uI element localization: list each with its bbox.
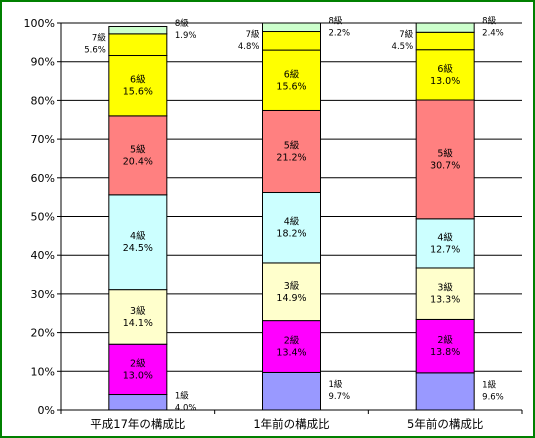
bar-segment — [415, 31, 475, 51]
y-tick-label: 0% — [38, 404, 55, 417]
segment-name-label: 3級 — [437, 282, 453, 294]
segment-value-label: 30.7% — [430, 160, 460, 171]
y-tick-label: 40% — [31, 249, 55, 262]
segment-name-label: 5級 — [284, 139, 300, 151]
segment-name-label: 6級 — [284, 68, 300, 80]
segment-name-label: 1級 — [329, 379, 343, 390]
y-tick-label: 90% — [31, 56, 55, 69]
bar-segment — [108, 25, 168, 35]
bar-segment — [415, 318, 475, 374]
bar-segment — [108, 33, 168, 57]
segment-name-label: 1級 — [482, 379, 496, 390]
y-tick-label: 50% — [31, 211, 55, 224]
segment-name-label: 7級 — [399, 29, 413, 40]
segment-value-label: 13.0% — [430, 76, 460, 87]
segment-name-label: 2級 — [437, 334, 453, 346]
bar-segment — [262, 371, 321, 411]
bar-segment — [108, 115, 168, 196]
segment-value-label: 13.8% — [430, 347, 460, 358]
axes: 0% 10% 20% 30% 40% 50% 60% 70% 80% 90% 100% — [24, 17, 523, 417]
bar-segment — [108, 194, 168, 291]
segment-value-label: 20.4% — [123, 156, 153, 167]
segment-value-label: 12.7% — [430, 244, 460, 255]
bar-segment — [108, 289, 168, 345]
segment-name-label: 3級 — [130, 305, 146, 317]
bar-segment — [262, 109, 321, 194]
segment-name-label: 4級 — [284, 216, 300, 228]
segment-value-label: 4.0% — [175, 403, 197, 413]
bar-segment — [262, 49, 321, 111]
bar-segment — [415, 49, 475, 101]
segment-name-label: 6級 — [437, 63, 453, 75]
segment-name-label: 7級 — [246, 29, 260, 40]
segment-name-label: 6級 — [130, 74, 146, 86]
segment-value-label: 9.7% — [329, 392, 351, 402]
segment-name-label: 4級 — [437, 231, 453, 243]
segment-name-label: 2級 — [284, 335, 300, 347]
bar-segment — [108, 55, 168, 117]
segment-name-label: 8級 — [175, 18, 189, 29]
segment-name-label: 3級 — [284, 280, 300, 292]
y-tick-label: 30% — [31, 288, 55, 301]
y-tick-label: 10% — [31, 365, 55, 378]
bar-segment — [262, 192, 321, 264]
segment-name-label: 7級 — [92, 33, 106, 44]
bars — [108, 22, 475, 411]
segment-value-label: 9.6% — [482, 392, 504, 402]
bar-segment — [262, 22, 321, 33]
segment-value-label: 15.6% — [276, 81, 306, 92]
segment-name-label: 4級 — [130, 230, 146, 242]
bar-segment — [262, 320, 321, 373]
bar-segment — [262, 31, 321, 51]
segment-value-label: 2.4% — [482, 29, 504, 39]
segment-value-label: 18.2% — [276, 229, 306, 240]
segment-value-label: 13.0% — [123, 370, 153, 381]
segment-value-label: 24.5% — [123, 243, 153, 254]
y-tick-label: 60% — [31, 172, 55, 185]
segment-name-label: 8級 — [329, 15, 343, 26]
y-tick-label: 70% — [31, 133, 55, 146]
y-tick-label: 80% — [31, 94, 55, 107]
bar-segment — [415, 372, 475, 411]
bar-segment — [415, 267, 475, 320]
bar-segment — [108, 343, 168, 396]
labels: 1級4.0%2級13.0%3級14.1%4級24.5%5級20.4%6級15.6… — [84, 15, 504, 431]
segment-value-label: 14.1% — [123, 318, 153, 329]
segment-value-label: 21.2% — [276, 152, 306, 163]
segment-value-label: 4.5% — [392, 42, 414, 52]
y-tick-label: 20% — [31, 327, 55, 340]
segment-value-label: 15.6% — [123, 87, 153, 98]
segment-name-label: 2級 — [130, 357, 146, 369]
segment-value-label: 4.8% — [238, 42, 260, 52]
bar-segment — [108, 394, 168, 411]
segment-name-label: 5級 — [130, 143, 146, 155]
segment-value-label: 13.3% — [430, 295, 460, 306]
bar-segment — [415, 99, 475, 220]
x-category-label: 1年前の構成比 — [253, 417, 329, 431]
segment-name-label: 5級 — [437, 147, 453, 159]
x-category-label: 5年前の構成比 — [407, 417, 483, 431]
segment-name-label: 8級 — [482, 16, 496, 27]
segment-value-label: 14.9% — [276, 293, 306, 304]
segment-name-label: 1級 — [175, 390, 189, 401]
segment-value-label: 1.9% — [175, 31, 197, 41]
segment-value-label: 13.4% — [276, 348, 306, 359]
bar-segment — [415, 22, 475, 33]
bar-segment — [415, 218, 475, 269]
x-category-label: 平成17年の構成比 — [90, 417, 185, 431]
y-tick-label: 100% — [24, 17, 55, 30]
segment-value-label: 5.6% — [84, 46, 106, 56]
segment-value-label: 2.2% — [329, 28, 351, 38]
